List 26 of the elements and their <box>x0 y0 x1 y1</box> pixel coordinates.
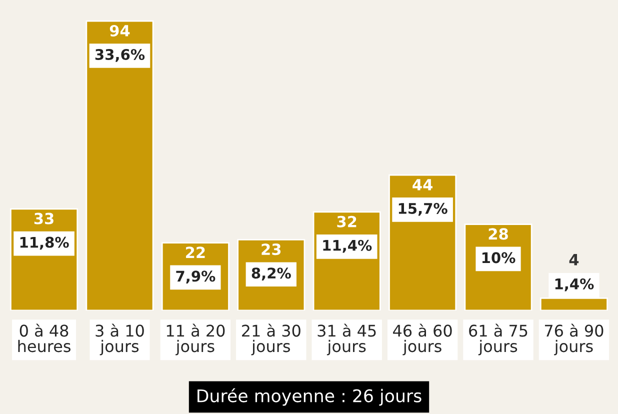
data-label: 28 <box>488 228 508 240</box>
annotation: 8,2% <box>252 268 291 280</box>
text: Durée moyenne : 26 jours <box>198 388 422 406</box>
data-label: 94 <box>110 24 130 37</box>
data-label: 4 <box>569 254 579 266</box>
bar <box>86 20 154 310</box>
data-label: 32 <box>337 216 356 228</box>
x-tick-label: 46 à 60 jours <box>393 324 452 356</box>
data-label: 22 <box>186 246 205 258</box>
x-tick-label: 61 à 75 jours <box>469 324 528 356</box>
annotation: 15,7% <box>398 202 448 216</box>
x-tick-label: 76 à 90 jours <box>544 324 604 356</box>
data-label: 44 <box>412 179 432 190</box>
annotation: 11,4% <box>323 240 372 253</box>
annotation: 1,4% <box>555 278 594 292</box>
x-tick-label: 21 à 30 jours <box>242 324 300 356</box>
data-label: 23 <box>262 244 281 256</box>
annotation: 11,8% <box>20 236 69 250</box>
data-label: 33 <box>34 212 54 224</box>
annotation: 33,6% <box>95 48 145 62</box>
x-tick-label: 0 à 48 heures <box>18 324 70 352</box>
annotation: 10% <box>482 252 516 264</box>
x-tick-label: 3 à 10 jours <box>96 324 144 356</box>
annotation: 7,9% <box>176 270 216 284</box>
x-tick-label: 31 à 45 jours <box>318 324 376 356</box>
x-tick-label: 11 à 20 jours <box>166 324 225 356</box>
